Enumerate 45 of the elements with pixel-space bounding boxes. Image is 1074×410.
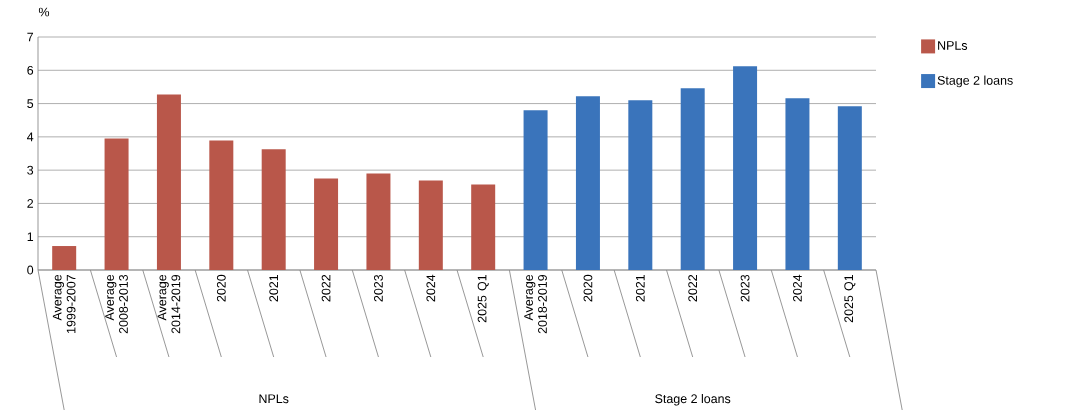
bar xyxy=(209,140,234,270)
bar xyxy=(314,178,339,270)
bar xyxy=(733,66,758,270)
x-tick-label: 2023 xyxy=(740,274,750,302)
x-tick-label: Average 2014-2019 xyxy=(157,274,181,334)
bar xyxy=(366,173,391,270)
y-tick-label: 3 xyxy=(27,165,34,175)
bar xyxy=(837,106,862,270)
bar xyxy=(418,180,443,270)
y-axis-title: % xyxy=(38,7,50,17)
y-tick-label: 6 xyxy=(27,65,34,75)
text: Stage 2 loans xyxy=(655,393,731,406)
bar xyxy=(680,88,705,270)
y-tick-label: 7 xyxy=(27,32,34,42)
x-tick-label: 2020 xyxy=(216,274,226,302)
bar xyxy=(785,98,810,270)
bar xyxy=(104,138,129,270)
x-tick-label: 2021 xyxy=(269,274,279,302)
x-tick-label: 2024 xyxy=(793,274,802,302)
x-tick-label: 2023 xyxy=(374,274,383,302)
x-tick-label: Average 1999-2007 xyxy=(52,274,76,333)
bar xyxy=(575,96,600,270)
y-tick-label: 0 xyxy=(27,265,34,275)
y-tick-label: 1 xyxy=(27,232,34,241)
bar xyxy=(261,149,286,270)
y-tick-label: 2 xyxy=(27,199,34,208)
bar xyxy=(52,246,77,270)
x-tick-label: 2020 xyxy=(583,274,593,302)
x-tick-label: Average 2018-2019 xyxy=(524,274,547,334)
bar xyxy=(523,110,548,270)
x-tick-label: 2022 xyxy=(321,274,331,302)
bar xyxy=(628,100,653,270)
bar xyxy=(471,184,496,270)
text: NPLs xyxy=(259,394,289,404)
x-tick-label: 2025 Q1 xyxy=(477,274,489,323)
x-tick-label: 2024 xyxy=(426,274,436,302)
legend-label: Stage 2 loans xyxy=(937,75,1013,88)
x-tick-label: 2025 Q1 xyxy=(844,274,856,323)
legend-label: NPLs xyxy=(938,41,968,50)
y-tick-label: 5 xyxy=(27,99,34,108)
bar xyxy=(156,94,181,270)
x-tick-label: Average 2008-2013 xyxy=(105,274,128,334)
x-tick-label: 2021 xyxy=(635,274,645,302)
x-tick-label: 2022 xyxy=(688,274,698,302)
y-tick-label: 4 xyxy=(27,132,34,142)
